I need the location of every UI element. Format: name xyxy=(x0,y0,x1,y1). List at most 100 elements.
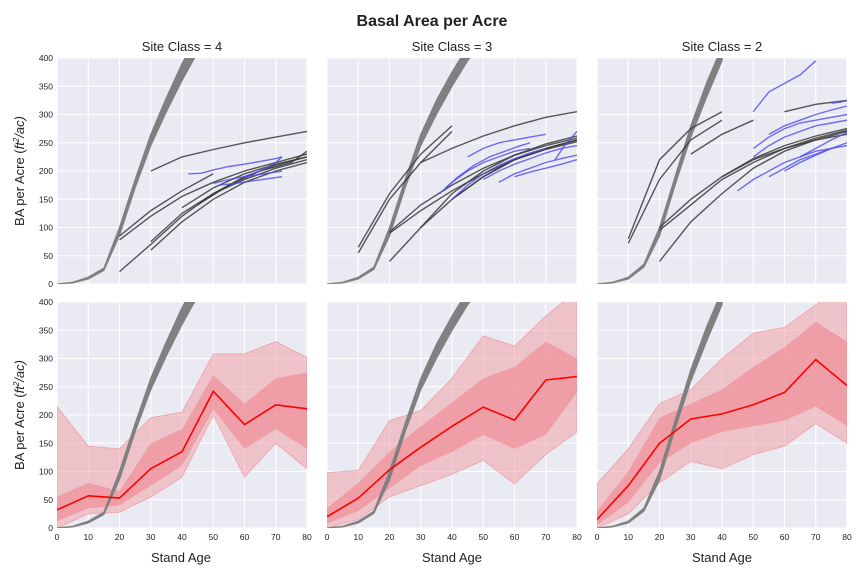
inner-band xyxy=(597,321,847,526)
panels: Site Class = 405010015020025030035040005… xyxy=(39,39,852,542)
x-tick-label: 10 xyxy=(624,532,634,542)
observed-line xyxy=(357,130,453,254)
x-tick-label: 50 xyxy=(749,532,759,542)
x-tick-label: 70 xyxy=(271,532,281,542)
projected-line xyxy=(188,156,283,175)
observed-line xyxy=(357,125,453,248)
y-tick-label: 300 xyxy=(39,354,53,364)
y-axis-label-top: BA per Acre (ft2/ac) xyxy=(12,116,27,226)
plot-area xyxy=(57,302,307,528)
panel-1-1: 0 50 100 150 200 250 300 350 400 xyxy=(39,53,308,289)
observed-line xyxy=(721,133,847,178)
svg-text:BA per Acre (ft2/ac): BA per Acre (ft2/ac) xyxy=(12,116,27,226)
y-tick-label: 0 xyxy=(48,523,53,533)
x-axis-label-1: Stand Age xyxy=(151,550,211,565)
panel-title-1: Site Class = 4 xyxy=(142,39,223,54)
x-tick-label: 50 xyxy=(209,532,219,542)
y-tick-label: 200 xyxy=(39,410,53,420)
x-tick-label: 10 xyxy=(84,532,94,542)
x-tick-label: 0 xyxy=(55,532,60,542)
y-tick-label: 400 xyxy=(39,53,53,63)
projected-line xyxy=(514,159,577,178)
svg-text:BA per Acre (ft2/ac): BA per Acre (ft2/ac) xyxy=(12,360,27,470)
reference-band xyxy=(327,302,471,528)
observed-line xyxy=(119,173,214,237)
projected-line xyxy=(498,154,577,183)
projected-line xyxy=(799,131,847,158)
observed-line xyxy=(690,119,754,155)
projected-line xyxy=(752,113,847,149)
observed-line xyxy=(451,139,577,200)
projected-line xyxy=(451,147,546,200)
observed-line xyxy=(627,111,723,240)
x-tick-label: 80 xyxy=(302,532,312,542)
observed-line xyxy=(181,156,307,209)
y-label-suffix: /ac) xyxy=(12,116,27,139)
y-tick-label: 150 xyxy=(39,438,53,448)
y-label-sup: 2 xyxy=(12,137,21,143)
y-label-unit: ft xyxy=(12,385,27,394)
x-tick-label: 20 xyxy=(115,532,125,542)
y-tick-label: 0 xyxy=(48,279,53,289)
x-tick-label: 80 xyxy=(842,532,852,542)
x-tick-label: 40 xyxy=(447,532,457,542)
x-tick-label: 0 xyxy=(595,532,600,542)
panel-2-3: 0 10 20 30 40 50 60 70 80 xyxy=(595,301,852,542)
x-tick-label: 70 xyxy=(811,532,821,542)
x-tick-label: 50 xyxy=(479,532,489,542)
x-tick-label: 60 xyxy=(510,532,520,542)
y-tick-label: 50 xyxy=(44,495,54,505)
plot-area xyxy=(597,58,847,284)
x-tick-label: 30 xyxy=(416,532,426,542)
observed-line xyxy=(420,135,577,228)
inner-band xyxy=(57,372,307,522)
plot-area xyxy=(327,302,577,528)
projected-line xyxy=(784,142,847,172)
panel-2-1: 0 50 100 150 200 250 300 350 400 0 10 20 30 40 50 60 70 8… xyxy=(39,297,312,542)
observed-line xyxy=(784,99,847,113)
x-tick-label: 80 xyxy=(572,532,582,542)
observed-line xyxy=(627,119,723,244)
reference-band xyxy=(327,58,471,284)
reference-band xyxy=(597,58,723,284)
observed-line xyxy=(150,159,307,243)
projected-line xyxy=(752,119,847,158)
y-tick-label: 250 xyxy=(39,138,53,148)
x-tick-label: 10 xyxy=(354,532,364,542)
mean-line xyxy=(57,389,307,511)
plot-area xyxy=(327,58,577,284)
y-label-sup: 2 xyxy=(12,381,21,387)
projected-line xyxy=(213,170,283,185)
y-tick-label: 300 xyxy=(39,110,53,120)
mean-line xyxy=(327,375,577,518)
panel-1-2 xyxy=(326,57,578,285)
reference-band xyxy=(57,302,196,528)
y-tick-label: 100 xyxy=(39,223,53,233)
observed-line xyxy=(119,156,307,273)
y-label-suffix: /ac) xyxy=(12,360,27,383)
y-tick-label: 50 xyxy=(44,251,54,261)
y-tick-label: 400 xyxy=(39,297,53,307)
x-tick-label: 60 xyxy=(780,532,790,542)
projected-line xyxy=(467,133,546,158)
mean-line xyxy=(597,358,847,521)
projected-line xyxy=(445,142,531,189)
x-tick-label: 60 xyxy=(240,532,250,542)
y-label-prefix: BA per Acre ( xyxy=(12,149,27,226)
reference-band xyxy=(597,302,723,528)
panel-title-3: Site Class = 2 xyxy=(682,39,763,54)
observed-line xyxy=(420,111,577,164)
observed-line xyxy=(150,130,307,172)
y-tick-label: 250 xyxy=(39,382,53,392)
x-tick-label: 40 xyxy=(717,532,727,542)
projected-line xyxy=(554,130,577,161)
y-tick-label: 150 xyxy=(39,194,53,204)
x-tick-label: 30 xyxy=(146,532,156,542)
y-tick-label: 200 xyxy=(39,166,53,176)
y-tick-label: 100 xyxy=(39,467,53,477)
figure-title: Basal Area per Acre xyxy=(357,13,508,30)
x-axis-label-3: Stand Age xyxy=(692,550,752,565)
y-tick-label: 350 xyxy=(39,325,53,335)
y-label-unit: ft xyxy=(12,141,27,150)
